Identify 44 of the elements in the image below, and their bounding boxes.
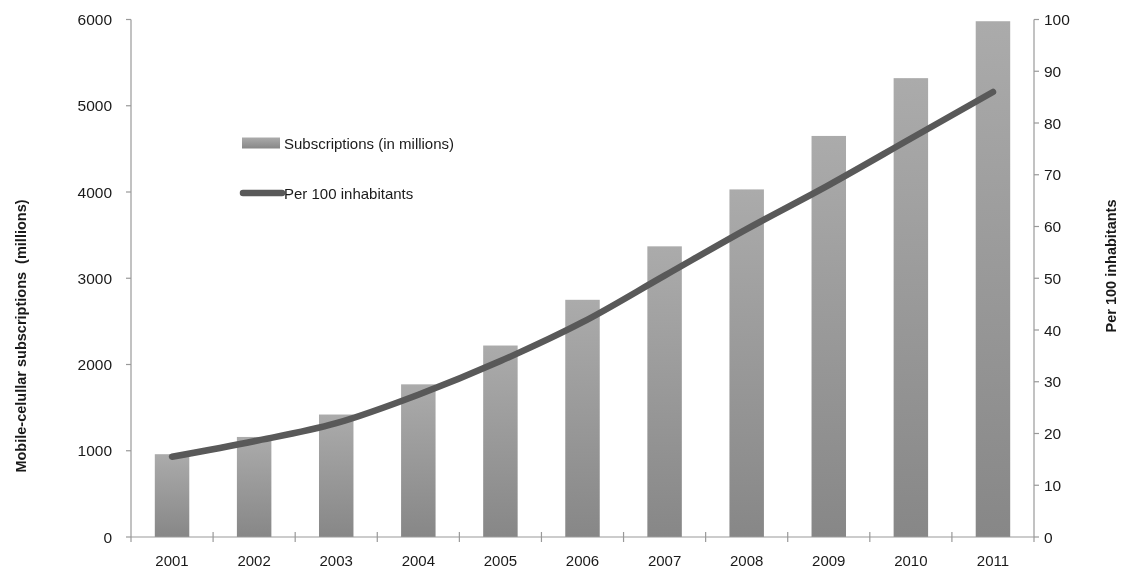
x-tick-label: 2011 [976, 551, 1010, 569]
y-tick-label: 0 [103, 528, 113, 546]
x-tick-label: 2002 [237, 551, 271, 569]
x-tick-label: 2001 [155, 551, 189, 569]
x-tick-label: 2004 [401, 551, 436, 569]
y2-tick-label: 80 [1044, 114, 1062, 132]
bar [729, 189, 764, 537]
y2-axis-title: Per 100 inhabitants [1103, 199, 1119, 333]
y-axis-title: Mobile-celullar subscriptions (millions) [13, 199, 29, 473]
y2-tick-label: 40 [1044, 321, 1062, 339]
y2-tick-label: 50 [1044, 269, 1062, 287]
bar [647, 246, 682, 537]
bar [401, 384, 436, 537]
bar [318, 414, 354, 537]
x-tick-label: 2003 [319, 551, 353, 569]
bar [975, 21, 1011, 537]
y2-tick-label: 10 [1044, 476, 1062, 494]
y-tick-label: 2000 [77, 356, 113, 373]
x-tick-label: 2005 [483, 551, 518, 569]
y-tick-label: 3000 [77, 269, 113, 287]
y-tick-label: 5000 [77, 97, 113, 115]
y2-tick-label: 100 [1044, 11, 1071, 28]
bar [811, 135, 847, 537]
bar [236, 436, 272, 537]
y-tick-label: 1000 [77, 442, 113, 460]
y-tick-label: 6000 [77, 11, 113, 28]
bar [154, 454, 190, 537]
x-tick-label: 2006 [565, 551, 600, 569]
y-tick-label: 4000 [77, 183, 113, 201]
y2-tick-label: 30 [1044, 373, 1062, 391]
y2-tick-label: 20 [1044, 425, 1062, 442]
y2-tick-label: 70 [1044, 166, 1062, 184]
y2-tick-label: 60 [1044, 218, 1062, 235]
x-tick-label: 2008 [729, 551, 764, 569]
x-tick-label: 2007 [647, 551, 682, 569]
bar [893, 78, 929, 537]
y2-tick-label: 0 [1044, 528, 1053, 546]
bar [483, 345, 518, 537]
legend-label: Per 100 inhabitants [284, 184, 414, 202]
legend-label: Subscriptions (in millions) [284, 134, 455, 152]
x-tick-label: 2009 [812, 551, 846, 569]
y2-tick-label: 90 [1044, 62, 1062, 80]
bar [565, 299, 600, 537]
x-tick-label: 2010 [894, 551, 928, 569]
